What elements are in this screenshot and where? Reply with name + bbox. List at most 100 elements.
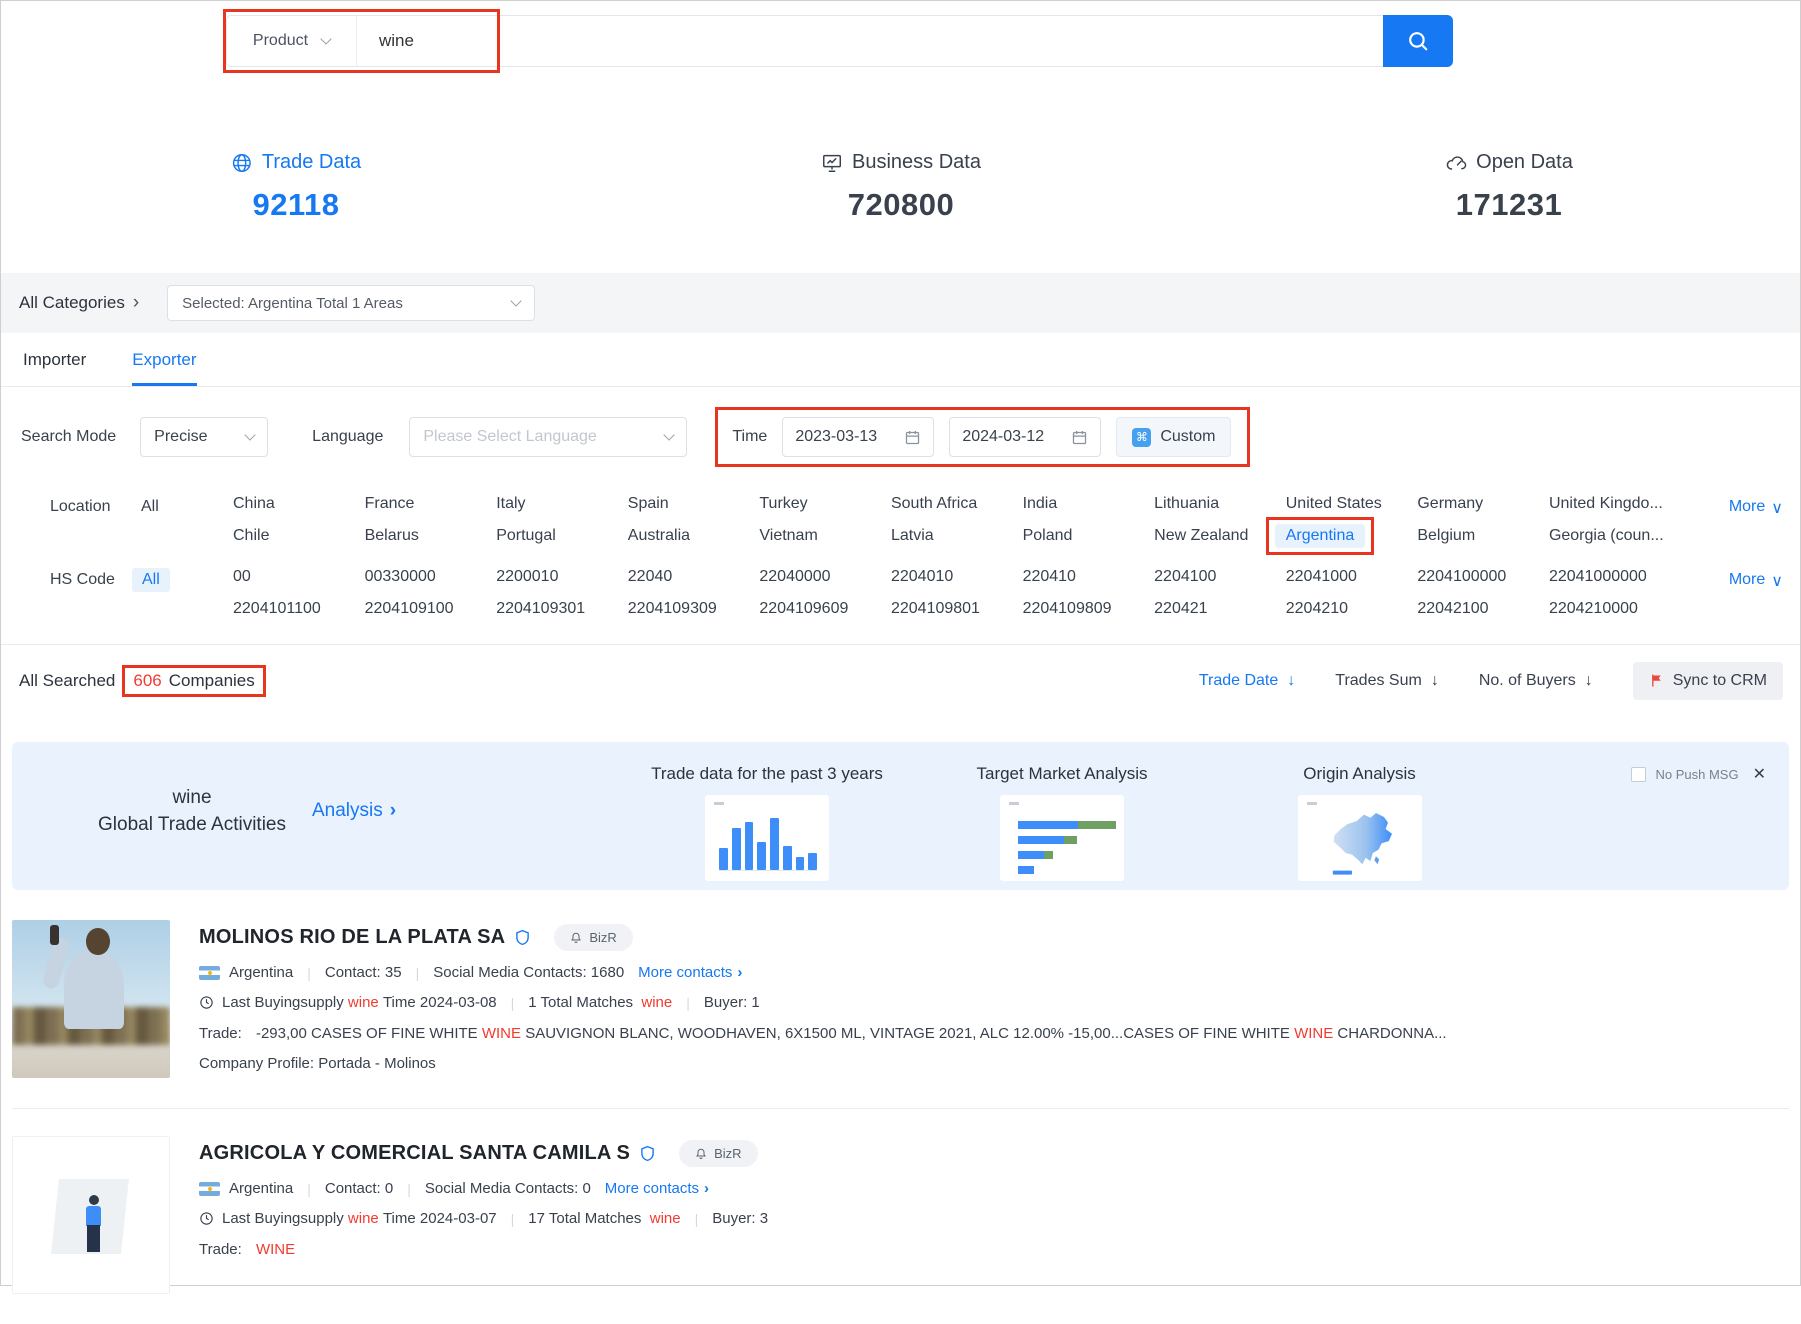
company-photo-thumbnail[interactable] <box>12 920 170 1078</box>
activity-keyword: wine <box>347 994 379 1011</box>
location-option[interactable]: Turkey <box>759 495 808 512</box>
all-categories-link[interactable]: All Categories <box>19 293 125 312</box>
more-contacts-link[interactable]: More contacts › <box>605 1180 709 1197</box>
location-option[interactable]: Chile <box>233 527 270 544</box>
sort-trade-date[interactable]: Trade Date ↓ <box>1199 672 1295 690</box>
location-option-label: Argentina <box>1285 527 1355 544</box>
close-icon[interactable]: ✕ <box>1752 766 1766 783</box>
location-option[interactable]: Portugal <box>496 527 556 544</box>
hs-option[interactable]: 220410 <box>1022 568 1076 585</box>
hs-option[interactable]: 22042100 <box>1417 600 1489 617</box>
hs-option[interactable]: 00 <box>233 568 251 585</box>
location-all-option[interactable]: All <box>141 498 159 515</box>
language-select[interactable]: Please Select Language <box>409 417 688 457</box>
stat-trade-data[interactable]: Trade Data 92118 <box>231 151 361 223</box>
hs-option[interactable]: 220421 <box>1154 600 1208 617</box>
location-option[interactable]: Spain <box>627 495 669 512</box>
banner-card-origin[interactable]: Origin Analysis <box>1257 764 1462 881</box>
banner-card-title: Trade data for the past 3 years <box>651 764 883 783</box>
hs-option[interactable]: 2204100 <box>1154 568 1217 585</box>
company-name[interactable]: AGRICOLA Y COMERCIAL SANTA CAMILA S <box>199 1142 631 1164</box>
stat-label: Business Data <box>852 151 981 173</box>
location-option[interactable]: Georgia (coun... <box>1548 527 1664 544</box>
filter-location: Location All China France Italy Spain Tu… <box>1 495 1800 555</box>
search-input[interactable] <box>357 16 1384 66</box>
location-option[interactable]: United States <box>1285 495 1382 512</box>
results-count: All Searched 606 Companies <box>19 664 266 697</box>
hs-option[interactable]: 2204101100 <box>233 600 321 617</box>
location-option[interactable]: Germany <box>1417 495 1484 512</box>
search-mode-select[interactable]: Precise <box>140 417 269 457</box>
data-stats-row: Trade Data 92118 Business Data 720800 Op… <box>1 107 1800 273</box>
location-option[interactable]: Australia <box>627 527 691 544</box>
location-option[interactable]: Belgium <box>1417 527 1476 544</box>
company-list: MOLINOS RIO DE LA PLATA SA BizR Argentin… <box>1 890 1800 1324</box>
sync-to-crm-button[interactable]: Sync to CRM <box>1632 661 1783 700</box>
location-option[interactable]: United Kingdo... <box>1548 495 1663 512</box>
tab-importer[interactable]: Importer <box>23 350 87 369</box>
search-button[interactable] <box>1383 15 1453 67</box>
location-option[interactable]: Belarus <box>364 527 419 544</box>
search-header: Product <box>1 9 1800 107</box>
activity-keyword: wine <box>347 1210 379 1227</box>
sort-no-of-buyers[interactable]: No. of Buyers ↓ <box>1479 672 1593 690</box>
stat-business-data[interactable]: Business Data 720800 <box>821 151 981 223</box>
hs-option[interactable]: 2204100000 <box>1417 568 1507 585</box>
date-from-input[interactable]: 2023-03-13 <box>782 417 935 457</box>
hs-option[interactable]: 2204010 <box>890 568 954 585</box>
hs-option[interactable]: 2204109809 <box>1022 600 1112 617</box>
search-category-select[interactable]: Product <box>227 16 357 66</box>
location-option[interactable]: New Zealand <box>1154 527 1249 544</box>
bizr-badge: BizR <box>554 924 633 951</box>
selected-areas-value: Selected: Argentina Total 1 Areas <box>182 294 403 312</box>
selected-areas-dropdown[interactable]: Selected: Argentina Total 1 Areas <box>167 285 536 321</box>
tab-exporter[interactable]: Exporter <box>132 333 197 386</box>
location-more-link[interactable]: More ∨ <box>1729 498 1783 518</box>
date-to-input[interactable]: 2024-03-12 <box>949 417 1102 457</box>
arrow-down-icon: ↓ <box>1430 671 1439 689</box>
location-option[interactable]: France <box>364 495 415 512</box>
analysis-link[interactable]: Analysis › <box>312 800 396 822</box>
hs-more-link[interactable]: More ∨ <box>1729 571 1783 591</box>
location-option-selected[interactable]: Argentina <box>1265 517 1418 555</box>
hs-option[interactable]: 2200010 <box>496 568 559 585</box>
banner-card-target-market[interactable]: Target Market Analysis <box>942 764 1182 881</box>
hs-option[interactable]: 2204109609 <box>759 600 849 617</box>
hs-option[interactable]: 2204210000 <box>1548 600 1638 617</box>
chevron-right-icon: › <box>389 800 397 821</box>
sort-trades-sum[interactable]: Trades Sum ↓ <box>1335 672 1439 690</box>
hs-option[interactable]: 2204109801 <box>890 600 980 617</box>
custom-time-button[interactable]: ⌘ Custom <box>1116 417 1232 457</box>
no-push-checkbox[interactable] <box>1630 766 1646 782</box>
hs-option[interactable]: 2204210 <box>1285 600 1349 617</box>
location-option[interactable]: South Africa <box>890 495 978 512</box>
location-option[interactable]: China <box>233 495 275 512</box>
hs-option[interactable]: 22040000 <box>759 568 831 585</box>
hs-all-option[interactable]: All <box>132 568 170 592</box>
company-illustration-thumbnail[interactable] <box>12 1136 170 1294</box>
hs-option[interactable]: 22040 <box>627 568 673 585</box>
hs-option[interactable]: 00330000 <box>364 568 436 585</box>
china-map-icon <box>1297 795 1422 881</box>
hs-option[interactable]: 22041000000 <box>1548 568 1647 585</box>
location-option[interactable]: India <box>1022 495 1058 512</box>
custom-label: Custom <box>1160 428 1216 445</box>
stat-open-data[interactable]: Open Data 171231 <box>1445 151 1573 223</box>
location-option[interactable]: Latvia <box>890 527 934 544</box>
trade-keyword: WINE <box>1294 1025 1334 1042</box>
location-option[interactable]: Poland <box>1022 527 1073 544</box>
location-option[interactable]: Lithuania <box>1154 495 1220 512</box>
search-mode-value: Precise <box>154 428 208 445</box>
more-contacts-link[interactable]: More contacts › <box>638 964 742 981</box>
hs-option[interactable]: 2204109309 <box>627 600 717 617</box>
shield-icon <box>515 929 530 946</box>
hs-option[interactable]: 22041000 <box>1285 568 1357 585</box>
chevron-right-icon: › <box>132 292 140 313</box>
hs-option[interactable]: 2204109301 <box>496 600 586 617</box>
location-option[interactable]: Italy <box>496 495 526 512</box>
hs-option[interactable]: 2204109100 <box>364 600 454 617</box>
bizr-label: BizR <box>714 1146 742 1161</box>
company-name[interactable]: MOLINOS RIO DE LA PLATA SA <box>199 926 506 948</box>
banner-card-trade-data[interactable]: Trade data for the past 3 years <box>629 764 905 881</box>
location-option[interactable]: Vietnam <box>759 527 818 544</box>
